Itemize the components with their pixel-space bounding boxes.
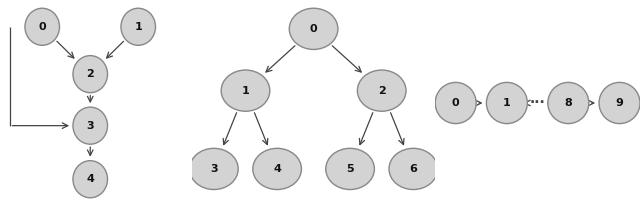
Circle shape <box>189 148 238 190</box>
Text: 1: 1 <box>503 98 511 108</box>
Circle shape <box>253 148 301 190</box>
Text: ···: ··· <box>530 96 545 110</box>
Text: 2: 2 <box>378 86 385 96</box>
Text: 9: 9 <box>616 98 623 108</box>
Text: 4: 4 <box>86 174 94 184</box>
Circle shape <box>435 82 476 124</box>
Text: 1: 1 <box>242 86 250 96</box>
Circle shape <box>73 161 108 198</box>
Circle shape <box>548 82 589 124</box>
Circle shape <box>289 8 338 49</box>
Text: 0: 0 <box>452 98 460 108</box>
Circle shape <box>599 82 640 124</box>
Text: 6: 6 <box>410 164 417 174</box>
Circle shape <box>121 8 156 45</box>
Text: 4: 4 <box>273 164 281 174</box>
Circle shape <box>73 107 108 144</box>
Circle shape <box>73 56 108 93</box>
Circle shape <box>486 82 527 124</box>
Circle shape <box>326 148 374 190</box>
Text: 0: 0 <box>38 22 46 32</box>
Circle shape <box>25 8 60 45</box>
Text: 2: 2 <box>86 69 94 79</box>
Circle shape <box>357 70 406 111</box>
Text: 3: 3 <box>210 164 218 174</box>
Circle shape <box>221 70 270 111</box>
Text: 8: 8 <box>564 98 572 108</box>
Text: 3: 3 <box>86 121 94 131</box>
Text: 5: 5 <box>346 164 354 174</box>
Text: 0: 0 <box>310 24 317 34</box>
Text: 1: 1 <box>134 22 142 32</box>
Circle shape <box>389 148 438 190</box>
